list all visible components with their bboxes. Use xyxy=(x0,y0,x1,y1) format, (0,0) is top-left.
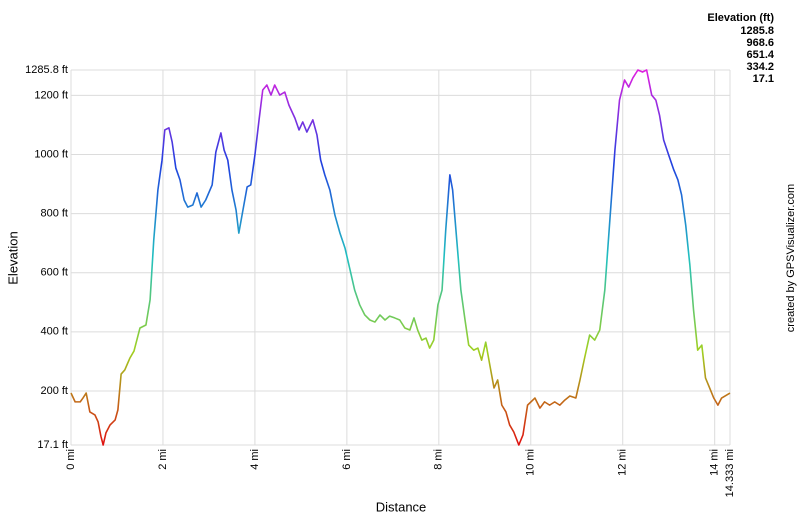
x-axis-title: Distance xyxy=(376,499,427,514)
y-tick-label: 1285.8 ft xyxy=(25,64,68,76)
x-tick-label: 10 mi xyxy=(525,449,537,476)
x-tick-label: 14.333 mi xyxy=(724,449,736,497)
y-tick-label: 17.1 ft xyxy=(37,439,68,451)
x-tick-label: 0 mi xyxy=(65,449,77,470)
y-tick-label: 1200 ft xyxy=(34,89,68,101)
x-tick-label: 12 mi xyxy=(617,449,629,476)
x-tick-label: 6 mi xyxy=(341,449,353,470)
x-tick-label: 2 mi xyxy=(157,449,169,470)
y-tick-label: 600 ft xyxy=(40,267,68,279)
legend-value: 17.1 xyxy=(753,73,774,85)
y-axis-title: Elevation xyxy=(5,231,20,284)
legend-value: 334.2 xyxy=(746,61,774,73)
y-tick-label: 800 ft xyxy=(40,207,68,219)
legend-value: 968.6 xyxy=(746,37,774,49)
x-tick-label: 14 mi xyxy=(709,449,721,476)
y-tick-label: 200 ft xyxy=(40,385,68,397)
y-tick-label: 1000 ft xyxy=(34,148,68,160)
elevation-line xyxy=(70,69,731,446)
legend-title: Elevation (ft) xyxy=(707,12,774,24)
y-tick-label: 400 ft xyxy=(40,326,68,338)
x-tick-label: 8 mi xyxy=(433,449,445,470)
legend-value: 651.4 xyxy=(746,49,774,61)
x-tick-label: 4 mi xyxy=(249,449,261,470)
legend-value: 1285.8 xyxy=(740,25,774,37)
credit: created by GPSVisualizer.com xyxy=(785,184,797,332)
